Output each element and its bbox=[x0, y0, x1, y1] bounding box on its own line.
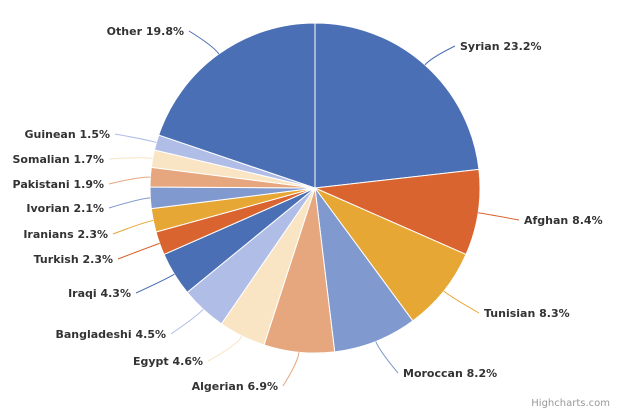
data-label-iranians: Iranians 2.3% bbox=[23, 228, 108, 241]
data-label-bangladeshi: Bangladeshi 4.5% bbox=[55, 328, 166, 341]
data-label-moroccan: Moroccan 8.2% bbox=[403, 367, 497, 380]
data-label-somalian: Somalian 1.7% bbox=[13, 153, 105, 166]
data-label-iraqi: Iraqi 4.3% bbox=[68, 287, 131, 300]
connector-afghan bbox=[478, 212, 520, 221]
chart-credit[interactable]: Highcharts.com bbox=[531, 398, 610, 409]
connector-ivorian bbox=[108, 197, 151, 209]
connector-turkish bbox=[117, 242, 160, 260]
data-label-other: Other 19.8% bbox=[107, 25, 184, 38]
data-label-algerian: Algerian 6.9% bbox=[192, 380, 278, 393]
data-label-egypt: Egypt 4.6% bbox=[133, 355, 203, 368]
connector-other bbox=[188, 30, 220, 55]
data-label-afghan: Afghan 8.4% bbox=[524, 214, 603, 227]
pie-slice-syrian[interactable] bbox=[314, 22, 480, 189]
data-label-pakistani: Pakistani 1.9% bbox=[13, 178, 104, 191]
data-label-ivorian: Ivorian 2.1% bbox=[26, 202, 104, 215]
connector-algerian bbox=[282, 352, 300, 387]
data-label-syrian: Syrian 23.2% bbox=[460, 40, 542, 53]
data-label-tunisian: Tunisian 8.3% bbox=[484, 307, 570, 320]
connector-iraqi bbox=[135, 273, 175, 294]
pie-slice-other[interactable] bbox=[158, 22, 316, 189]
connector-pakistani bbox=[108, 176, 151, 185]
connector-iranians bbox=[112, 219, 154, 235]
pie-slice-tunisian[interactable] bbox=[313, 186, 467, 322]
connector-bangladeshi bbox=[170, 309, 204, 335]
data-label-turkish: Turkish 2.3% bbox=[34, 253, 113, 266]
connector-somalian bbox=[108, 157, 153, 160]
connector-egypt bbox=[207, 335, 243, 362]
connector-moroccan bbox=[375, 341, 399, 374]
pie-slice-afghan[interactable] bbox=[313, 168, 481, 256]
data-label-guinean: Guinean 1.5% bbox=[24, 128, 110, 141]
connector-tunisian bbox=[443, 290, 480, 314]
connector-syrian bbox=[424, 45, 456, 66]
connector-guinean bbox=[114, 133, 157, 143]
